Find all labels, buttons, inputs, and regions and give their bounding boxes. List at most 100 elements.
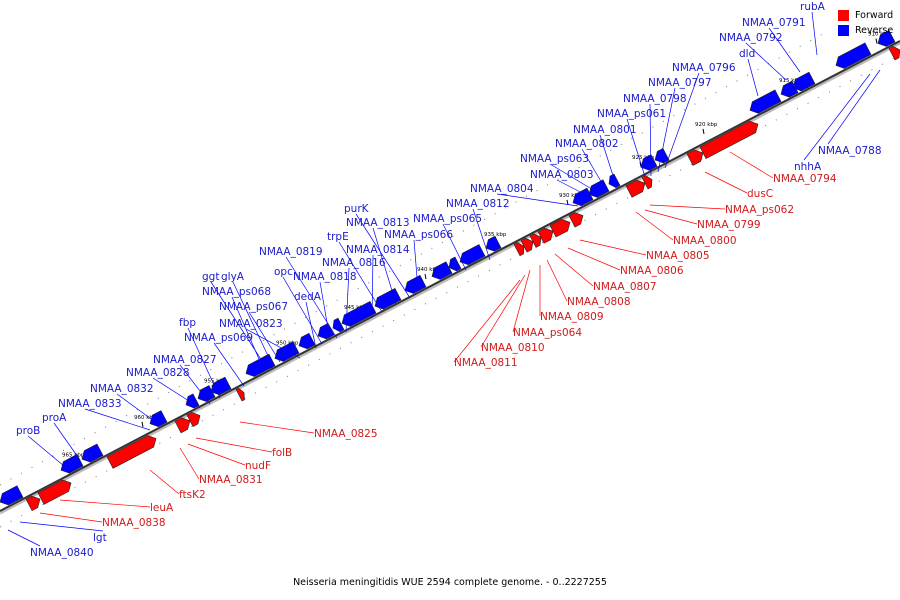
tick-label: 915 kbp bbox=[779, 78, 802, 84]
legend-reverse: Reverse bbox=[838, 23, 893, 38]
gene-label-nmaa-0828: NMAA_0828 bbox=[126, 367, 190, 379]
gene-label-nmaa-ps063: NMAA_ps063 bbox=[520, 153, 589, 165]
gene-label-nmaa-0804: NMAA_0804 bbox=[470, 183, 534, 195]
gene-label-nmaa-0807: NMAA_0807 bbox=[593, 281, 657, 293]
forward-gene bbox=[549, 219, 571, 238]
gene-label-nmaa-0792: NMAA_0792 bbox=[719, 32, 783, 44]
reverse-gene bbox=[274, 341, 300, 362]
gene-label-ruba: rubA bbox=[800, 1, 826, 13]
leader-line bbox=[649, 204, 726, 210]
gene-label-nmaa-0838: NMAA_0838 bbox=[102, 517, 166, 529]
forward-gene bbox=[686, 149, 704, 166]
gene-label-nmaa-0811: NMAA_0811 bbox=[454, 357, 518, 369]
gene-label-nmaa-0806: NMAA_0806 bbox=[620, 265, 684, 277]
tick-label: 935 kbp bbox=[484, 232, 507, 238]
gene-label-nmaa-0813: NMAA_0813 bbox=[346, 217, 410, 229]
gene-label-nmaa-0810: NMAA_0810 bbox=[481, 342, 545, 354]
leader-line bbox=[179, 447, 200, 480]
gene-label-opc: opc bbox=[274, 266, 293, 278]
reverse-gene bbox=[341, 301, 377, 327]
forward-gene bbox=[25, 495, 41, 512]
leader-line bbox=[747, 58, 759, 97]
gene-label-nmaa-0809: NMAA_0809 bbox=[540, 311, 604, 323]
leader-line bbox=[827, 69, 881, 145]
leader-line bbox=[282, 276, 323, 345]
forward-gene bbox=[568, 212, 584, 228]
gene-label-dld: dld bbox=[739, 48, 755, 60]
reverse-swatch bbox=[838, 25, 849, 36]
tick-label: 925 kbp bbox=[632, 155, 655, 161]
leader-line bbox=[239, 421, 315, 434]
gene-label-glya: glyA bbox=[221, 271, 245, 283]
gene-label-nmaa-0827: NMAA_0827 bbox=[153, 354, 217, 366]
gene-label-nmaa-0814: NMAA_0814 bbox=[346, 244, 410, 256]
gene-label-nmaa-ps064: NMAA_ps064 bbox=[513, 327, 582, 339]
leader-line bbox=[19, 521, 104, 532]
tick-mark bbox=[566, 199, 569, 205]
leader-line bbox=[472, 208, 491, 261]
gene-label-nmaa-0788: NMAA_0788 bbox=[818, 145, 882, 157]
leader-line bbox=[53, 422, 81, 461]
gene-label-nmaa-0796: NMAA_0796 bbox=[672, 62, 736, 74]
gene-label-nmaa-0801: NMAA_0801 bbox=[573, 124, 637, 136]
gene-label-nmaa-0816: NMAA_0816 bbox=[322, 257, 386, 269]
gene-label-nmaa-0800: NMAA_0800 bbox=[673, 235, 737, 247]
gene-label-nmaa-0794: NMAA_0794 bbox=[773, 173, 837, 185]
leader-line bbox=[664, 72, 700, 169]
gene-label-nmaa-0805: NMAA_0805 bbox=[646, 250, 710, 262]
leader-line bbox=[554, 253, 594, 287]
gene-label-nhha: nhhA bbox=[794, 161, 822, 173]
genome-backbone bbox=[0, 40, 900, 512]
tick-label: 945 kbp bbox=[344, 305, 367, 311]
forward-gene bbox=[37, 479, 72, 505]
gene-label-nmaa-0799: NMAA_0799 bbox=[697, 219, 761, 231]
tick-label: 965 kbp bbox=[62, 452, 85, 458]
forward-gene bbox=[513, 242, 525, 257]
gene-label-purk: purK bbox=[344, 203, 370, 215]
gene-label-nmaa-0808: NMAA_0808 bbox=[567, 296, 631, 308]
reverse-gene bbox=[835, 42, 872, 69]
leader-line bbox=[704, 171, 748, 194]
forward-swatch bbox=[838, 10, 849, 21]
reverse-gene bbox=[374, 287, 402, 310]
tick-label: 920 kbp bbox=[695, 122, 718, 128]
gene-label-nmaa-0812: NMAA_0812 bbox=[446, 198, 510, 210]
gene-label-nmaa-0819: NMAA_0819 bbox=[259, 246, 323, 258]
leader-line bbox=[232, 281, 271, 361]
tick-mark bbox=[424, 273, 427, 280]
gene-label-nmaa-0791: NMAA_0791 bbox=[742, 17, 806, 29]
leader-line bbox=[579, 239, 647, 256]
strand-legend: Forward Reverse bbox=[838, 8, 893, 38]
gene-label-nmaa-ps068: NMAA_ps068 bbox=[202, 286, 271, 298]
gene-label-nmaa-ps069: NMAA_ps069 bbox=[184, 332, 253, 344]
genome-caption: Neisseria meningitidis WUE 2594 complete… bbox=[293, 577, 607, 588]
reverse-gene bbox=[459, 244, 486, 266]
forward-gene bbox=[641, 175, 653, 190]
reverse-gene bbox=[60, 454, 84, 474]
leader-line bbox=[84, 408, 151, 431]
leader-line bbox=[453, 279, 521, 363]
leader-line bbox=[803, 73, 871, 161]
gene-label-nmaa-0798: NMAA_0798 bbox=[623, 93, 687, 105]
leader-line bbox=[338, 241, 383, 313]
leader-line bbox=[355, 213, 411, 299]
reverse-gene bbox=[749, 89, 782, 114]
forward-gene bbox=[174, 417, 191, 434]
leader-line bbox=[213, 342, 245, 387]
leader-line bbox=[546, 259, 568, 302]
gene-label-nmaa-0823: NMAA_0823 bbox=[219, 318, 283, 330]
leader-line bbox=[305, 301, 317, 349]
tick-label: 910 kbp bbox=[868, 32, 891, 38]
reverse-gene bbox=[245, 353, 276, 377]
gene-label-dusc: dusC bbox=[747, 188, 773, 200]
leader-line bbox=[195, 437, 273, 453]
leader-line bbox=[149, 469, 180, 495]
leader-line bbox=[768, 27, 801, 73]
gene-label-deda: dedA bbox=[294, 291, 322, 303]
legend-forward-label: Forward bbox=[855, 10, 894, 21]
gene-label-proa: proA bbox=[42, 412, 67, 424]
leader-line bbox=[39, 512, 103, 523]
reverse-gene bbox=[608, 173, 621, 188]
gene-label-nmaa-0818: NMAA_0818 bbox=[293, 271, 357, 283]
